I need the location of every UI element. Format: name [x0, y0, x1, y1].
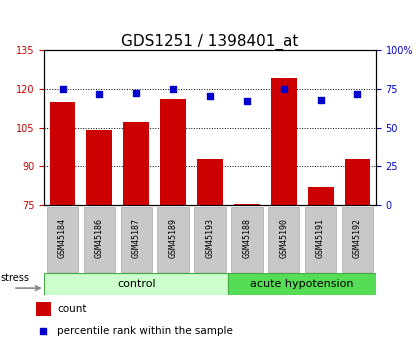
FancyBboxPatch shape [305, 207, 336, 272]
Bar [271, 79, 297, 205]
Point [96, 91, 103, 97]
Text: GSM45187: GSM45187 [132, 218, 141, 258]
Point [170, 86, 176, 92]
Text: GSM45189: GSM45189 [169, 218, 178, 258]
Text: percentile rank within the sample: percentile rank within the sample [57, 326, 233, 336]
Text: acute hypotension: acute hypotension [250, 279, 354, 289]
Bar [160, 99, 186, 205]
Text: control: control [117, 279, 155, 289]
Point [281, 86, 287, 92]
Point [59, 86, 66, 92]
Text: GSM45192: GSM45192 [353, 218, 362, 258]
FancyBboxPatch shape [268, 207, 299, 272]
Bar [123, 122, 149, 205]
FancyBboxPatch shape [121, 207, 152, 272]
FancyBboxPatch shape [194, 207, 226, 272]
Text: GSM45186: GSM45186 [95, 218, 104, 258]
Point [317, 97, 324, 102]
Bar [344, 159, 370, 205]
Bar [228, 273, 376, 295]
FancyBboxPatch shape [342, 207, 373, 272]
Bar [50, 102, 76, 205]
Text: GSM45188: GSM45188 [242, 218, 251, 258]
Point [133, 90, 139, 96]
Point [207, 93, 213, 99]
Text: GSM45193: GSM45193 [205, 218, 215, 258]
FancyBboxPatch shape [231, 207, 262, 272]
Bar [234, 204, 260, 205]
Bar [308, 187, 333, 205]
FancyBboxPatch shape [84, 207, 115, 272]
Bar [87, 130, 112, 205]
FancyBboxPatch shape [158, 207, 189, 272]
Point [244, 99, 250, 104]
Bar [44, 273, 228, 295]
Point [354, 91, 361, 97]
Text: stress: stress [0, 273, 29, 283]
Text: GSM45184: GSM45184 [58, 218, 67, 258]
Point [39, 328, 46, 333]
Text: count: count [57, 304, 87, 314]
Bar [197, 159, 223, 205]
Bar [36, 303, 51, 316]
FancyBboxPatch shape [47, 207, 78, 272]
Text: GSM45191: GSM45191 [316, 218, 325, 258]
Text: GSM45190: GSM45190 [279, 218, 288, 258]
Title: GDS1251 / 1398401_at: GDS1251 / 1398401_at [121, 34, 299, 50]
